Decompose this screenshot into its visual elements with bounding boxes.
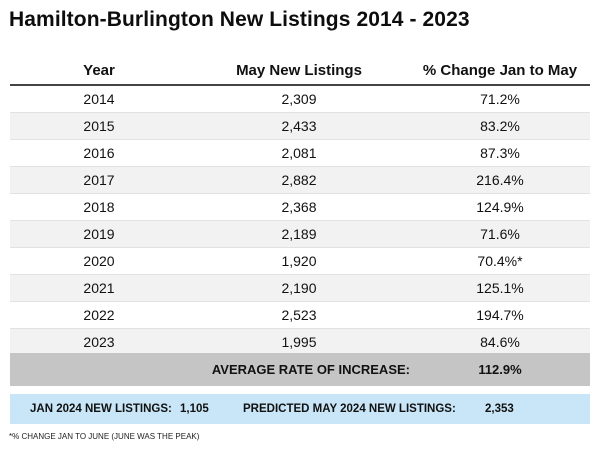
- jan-listings-label: JAN 2024 NEW LISTINGS:: [30, 403, 172, 415]
- table-body: 2014 2,309 71.2% 2015 2,433 83.2% 2016 2,081 87.…: [10, 86, 590, 356]
- cell-percent-change: 194.7%: [476, 307, 524, 323]
- cell-may-new-listings: 2,189: [281, 226, 317, 242]
- header-percent-change: % Change Jan to May: [422, 61, 578, 79]
- cell-may-new-listings: 2,523: [281, 307, 317, 323]
- table-row: 2015 2,433 83.2%: [10, 113, 590, 140]
- cell-percent-change: 125.1%: [476, 280, 524, 296]
- cell-year: 2018: [83, 199, 115, 215]
- average-rate-value: 112.9%: [478, 362, 522, 377]
- prediction-band: JAN 2024 NEW LISTINGS: 1,105 PREDICTED M…: [10, 394, 590, 424]
- listings-table: Year May New Listings % Change Jan to Ma…: [10, 56, 590, 356]
- table-row: 2017 2,882 216.4%: [10, 167, 590, 194]
- cell-year: 2022: [83, 307, 115, 323]
- header-may-new-listings: May New Listings: [236, 61, 362, 79]
- jan-listings-value: 1,105: [180, 403, 209, 415]
- cell-year: 2014: [83, 91, 115, 107]
- table-row: 2019 2,189 71.6%: [10, 221, 590, 248]
- average-rate-band: AVERAGE RATE OF INCREASE: 112.9%: [10, 353, 590, 386]
- table-row: 2016 2,081 87.3%: [10, 140, 590, 167]
- table-header-row: Year May New Listings % Change Jan to Ma…: [10, 56, 590, 86]
- average-rate-label: AVERAGE RATE OF INCREASE:: [211, 362, 410, 377]
- cell-may-new-listings: 1,920: [281, 253, 317, 269]
- cell-may-new-listings: 2,433: [281, 118, 317, 134]
- cell-year: 2016: [83, 145, 115, 161]
- cell-may-new-listings: 2,081: [281, 145, 317, 161]
- cell-year: 2020: [83, 253, 115, 269]
- table-row: 2014 2,309 71.2%: [10, 86, 590, 113]
- cell-may-new-listings: 2,309: [281, 91, 317, 107]
- predicted-may-value: 2,353: [485, 403, 514, 415]
- table-row: 2020 1,920 70.4%*: [10, 248, 590, 275]
- table-row: 2018 2,368 124.9%: [10, 194, 590, 221]
- footnote: *% CHANGE JAN TO JUNE (JUNE WAS THE PEAK…: [9, 432, 200, 441]
- cell-may-new-listings: 2,882: [281, 172, 317, 188]
- cell-year: 2017: [83, 172, 115, 188]
- cell-year: 2015: [83, 118, 115, 134]
- cell-may-new-listings: 2,190: [281, 280, 317, 296]
- table-row: 2022 2,523 194.7%: [10, 302, 590, 329]
- cell-year: 2019: [83, 226, 115, 242]
- cell-percent-change: 216.4%: [476, 172, 524, 188]
- cell-percent-change: 84.6%: [480, 334, 520, 350]
- table-row: 2021 2,190 125.1%: [10, 275, 590, 302]
- cell-percent-change: 70.4%*: [477, 253, 523, 269]
- cell-percent-change: 83.2%: [480, 118, 520, 134]
- cell-percent-change: 124.9%: [476, 199, 524, 215]
- predicted-may-label: PREDICTED MAY 2024 NEW LISTINGS:: [243, 403, 456, 415]
- header-year: Year: [83, 61, 115, 79]
- table-row: 2023 1,995 84.6%: [10, 329, 590, 356]
- cell-may-new-listings: 1,995: [281, 334, 317, 350]
- cell-percent-change: 71.2%: [480, 91, 520, 107]
- cell-may-new-listings: 2,368: [281, 199, 317, 215]
- cell-percent-change: 87.3%: [480, 145, 520, 161]
- cell-year: 2021: [83, 280, 115, 296]
- cell-year: 2023: [83, 334, 115, 350]
- cell-percent-change: 71.6%: [480, 226, 520, 242]
- page-title: Hamilton-Burlington New Listings 2014 - …: [9, 8, 470, 31]
